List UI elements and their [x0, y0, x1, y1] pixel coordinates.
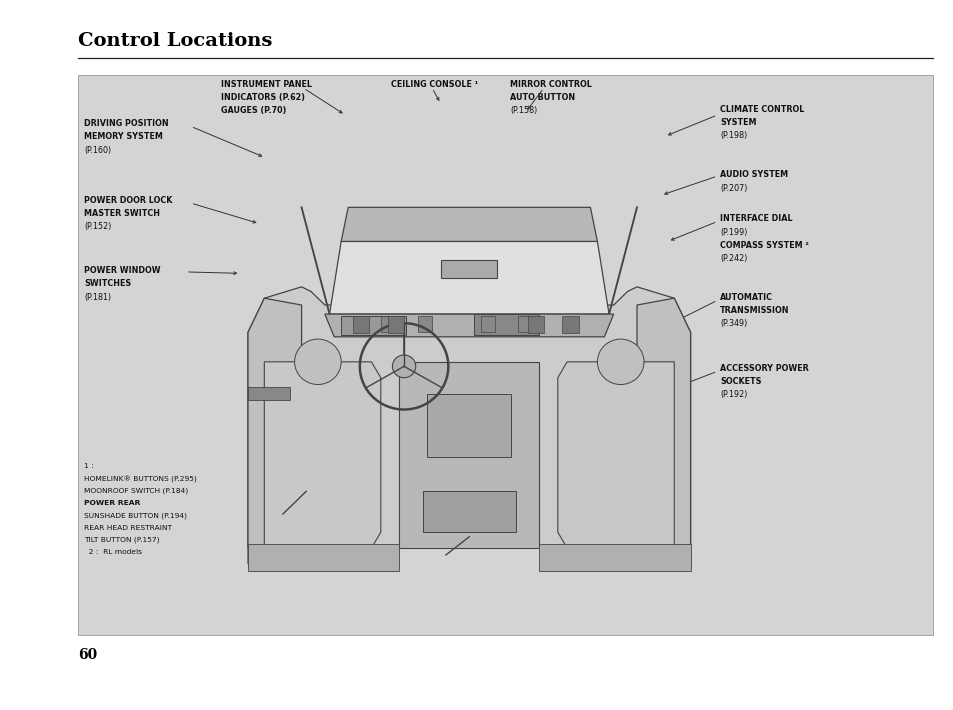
Text: INTERFACE DIAL: INTERFACE DIAL [720, 214, 792, 224]
Polygon shape [341, 207, 597, 241]
Text: 2 :  RL models: 2 : RL models [84, 549, 142, 555]
Text: FUEL FILL DOOR RELEASE: FUEL FILL DOOR RELEASE [319, 487, 435, 496]
Text: (P.158): (P.158) [510, 106, 537, 116]
Text: POWER WINDOW: POWER WINDOW [84, 266, 160, 275]
Text: Control Locations: Control Locations [78, 32, 273, 50]
Text: CEILING CONSOLE ¹: CEILING CONSOLE ¹ [391, 80, 477, 89]
Text: COMPASS SYSTEM ²: COMPASS SYSTEM ² [720, 241, 808, 250]
Text: 60: 60 [78, 648, 97, 662]
Text: SWITCHES: SWITCHES [84, 279, 132, 288]
Text: AUDIO SYSTEM: AUDIO SYSTEM [720, 170, 787, 180]
Text: SOCKETS: SOCKETS [720, 376, 761, 386]
Text: ACCESSORY POWER: ACCESSORY POWER [720, 364, 808, 373]
Polygon shape [325, 314, 613, 337]
Text: (P.329): (P.329) [319, 512, 347, 520]
Bar [387, 317, 404, 334]
Polygon shape [248, 287, 690, 564]
Bar [427, 393, 511, 457]
Text: MASTER SWITCH: MASTER SWITCH [84, 209, 160, 218]
Text: MIRROR CONTROL: MIRROR CONTROL [510, 80, 592, 89]
Circle shape [597, 339, 643, 385]
Text: GAUGES (P.70): GAUGES (P.70) [221, 106, 287, 116]
Text: (P.199): (P.199) [720, 227, 747, 236]
Text: (P.207): (P.207) [720, 183, 747, 192]
Bar [474, 314, 538, 334]
Text: HOMELINK® BUTTONS (P.295): HOMELINK® BUTTONS (P.295) [84, 476, 196, 483]
Text: POWER DOOR LOCK: POWER DOOR LOCK [84, 196, 172, 205]
Text: (P.192): (P.192) [720, 390, 747, 399]
Text: POWER REAR: POWER REAR [84, 500, 140, 506]
Text: (P.153): (P.153) [319, 475, 347, 484]
Polygon shape [329, 241, 608, 314]
Bar [562, 317, 578, 334]
Text: INSTRUMENT PANEL: INSTRUMENT PANEL [221, 80, 312, 89]
Bar [417, 317, 432, 332]
Text: AUTOMATIC: AUTOMATIC [720, 293, 773, 302]
Bar [78, 75, 932, 635]
Bar [422, 491, 516, 532]
Polygon shape [248, 298, 301, 548]
Text: HOOD RELEASE LEVER: HOOD RELEASE LEVER [467, 454, 567, 464]
Text: SYSTEM: SYSTEM [720, 118, 756, 127]
Circle shape [392, 355, 416, 378]
Polygon shape [637, 298, 690, 548]
Text: INDICATORS (P.62): INDICATORS (P.62) [221, 93, 305, 102]
Text: DRIVING POSITION: DRIVING POSITION [84, 119, 169, 129]
Text: BUTTON: BUTTON [319, 500, 356, 508]
Bar [399, 362, 538, 548]
Text: TRANSMISSION: TRANSMISSION [720, 305, 789, 315]
Text: (P.242): (P.242) [720, 254, 747, 263]
Text: TRUNK RELEASE BUTTON: TRUNK RELEASE BUTTON [319, 463, 433, 472]
Text: REAR HEAD RESTRAINT: REAR HEAD RESTRAINT [84, 525, 172, 530]
Text: MOONROOF SWITCH (P.184): MOONROOF SWITCH (P.184) [84, 488, 188, 494]
Bar [517, 317, 532, 332]
Text: (P.331): (P.331) [467, 466, 494, 476]
Bar [527, 317, 543, 334]
Text: CLIMATE CONTROL: CLIMATE CONTROL [720, 105, 803, 114]
Text: TILT BUTTON (P.157): TILT BUTTON (P.157) [84, 537, 159, 543]
Bar [441, 260, 497, 278]
Bar [380, 317, 395, 332]
Text: (P.160): (P.160) [84, 146, 111, 155]
Text: (P.181): (P.181) [84, 293, 111, 302]
Text: (P.349): (P.349) [720, 319, 747, 328]
Bar [538, 544, 690, 571]
Text: MEMORY SYSTEM: MEMORY SYSTEM [84, 132, 163, 141]
Text: AUTO BUTTON: AUTO BUTTON [510, 93, 575, 102]
Bar [480, 317, 495, 332]
Bar [341, 317, 406, 334]
Circle shape [294, 339, 341, 385]
Text: (P.198): (P.198) [720, 131, 747, 141]
Bar [248, 544, 399, 571]
Bar [248, 387, 290, 400]
Polygon shape [264, 362, 380, 548]
Text: 1 :: 1 : [84, 463, 93, 469]
Text: (P.152): (P.152) [84, 222, 112, 231]
Text: SUNSHADE BUTTON (P.194): SUNSHADE BUTTON (P.194) [84, 513, 187, 519]
Polygon shape [558, 362, 674, 548]
Bar [353, 317, 369, 334]
